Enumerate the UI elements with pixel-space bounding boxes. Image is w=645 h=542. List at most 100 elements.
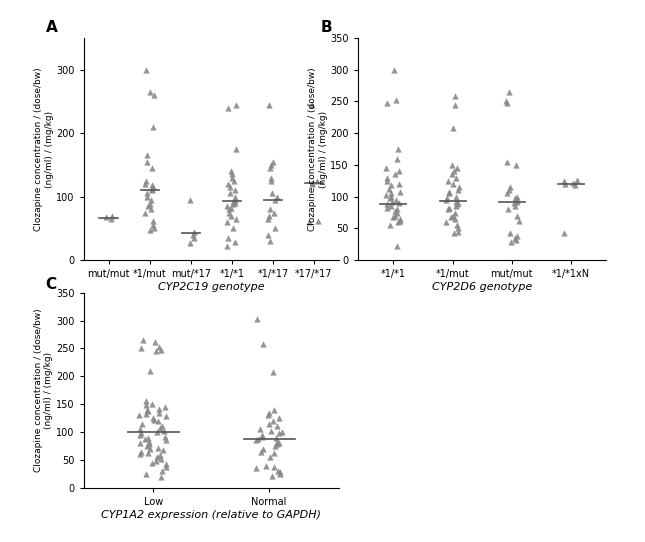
- Point: [146, 205, 157, 214]
- Point: [270, 224, 280, 233]
- Point: [148, 224, 159, 233]
- Point: [136, 447, 146, 456]
- Point: [392, 208, 402, 217]
- Point: [227, 170, 237, 179]
- Point: [452, 221, 462, 230]
- Point: [148, 416, 159, 424]
- Point: [141, 66, 152, 74]
- Point: [224, 189, 235, 198]
- Point: [451, 192, 461, 201]
- Point: [142, 157, 152, 166]
- Point: [272, 192, 282, 201]
- Point: [502, 157, 512, 166]
- Point: [384, 221, 395, 230]
- Point: [141, 401, 152, 410]
- Point: [504, 88, 514, 96]
- Point: [142, 189, 152, 198]
- Point: [141, 397, 152, 406]
- Text: C: C: [46, 277, 57, 292]
- Point: [257, 430, 268, 439]
- Point: [144, 438, 155, 447]
- Point: [264, 164, 275, 172]
- Point: [304, 218, 314, 227]
- Point: [263, 411, 273, 420]
- Point: [275, 469, 285, 478]
- Point: [512, 211, 522, 220]
- Point: [450, 202, 461, 210]
- Point: [268, 367, 279, 376]
- Point: [394, 179, 404, 188]
- Point: [231, 215, 241, 223]
- Point: [502, 189, 512, 198]
- Point: [443, 205, 453, 214]
- Point: [444, 204, 455, 212]
- Point: [393, 218, 403, 227]
- Point: [447, 160, 457, 169]
- Point: [263, 100, 273, 109]
- Point: [147, 164, 157, 172]
- Point: [143, 202, 154, 210]
- Point: [263, 230, 273, 239]
- Point: [510, 234, 521, 242]
- Point: [453, 224, 463, 233]
- Point: [386, 202, 396, 210]
- Point: [270, 196, 280, 204]
- Point: [572, 176, 582, 184]
- Point: [441, 196, 451, 204]
- Point: [135, 450, 146, 459]
- Point: [266, 471, 277, 480]
- Point: [222, 202, 232, 210]
- Point: [450, 92, 460, 101]
- Point: [264, 420, 274, 428]
- Point: [392, 242, 402, 250]
- Point: [270, 462, 280, 471]
- Point: [222, 242, 232, 250]
- Point: [450, 208, 460, 217]
- Point: [154, 343, 164, 352]
- Point: [140, 208, 150, 217]
- Point: [450, 215, 461, 223]
- Point: [135, 439, 145, 448]
- Point: [382, 98, 393, 107]
- Point: [141, 192, 152, 201]
- Point: [226, 204, 236, 212]
- Point: [135, 425, 145, 434]
- Point: [136, 344, 146, 353]
- Point: [154, 408, 164, 417]
- Point: [450, 167, 460, 176]
- Point: [161, 462, 172, 471]
- Point: [145, 225, 155, 234]
- Point: [145, 366, 155, 375]
- Y-axis label: Clozapine concentration / (dose/bw)
(ng/ml) / (mg/kg): Clozapine concentration / (dose/bw) (ng/…: [308, 67, 328, 231]
- Point: [454, 183, 464, 191]
- Point: [226, 173, 237, 182]
- Point: [264, 205, 275, 214]
- Point: [444, 189, 454, 198]
- Point: [273, 414, 284, 422]
- Point: [307, 100, 317, 109]
- Point: [188, 234, 199, 242]
- Point: [141, 177, 151, 185]
- Point: [160, 403, 170, 411]
- Point: [511, 192, 522, 201]
- Point: [147, 400, 157, 409]
- Point: [101, 212, 111, 221]
- Point: [269, 208, 279, 217]
- Point: [268, 449, 279, 457]
- Point: [441, 218, 451, 227]
- Point: [223, 104, 233, 112]
- Point: [141, 434, 151, 443]
- Point: [264, 211, 274, 220]
- Point: [106, 215, 116, 223]
- Point: [257, 432, 267, 441]
- Point: [270, 442, 281, 450]
- Point: [155, 423, 165, 432]
- Point: [148, 122, 158, 131]
- Point: [266, 427, 276, 435]
- Point: [226, 211, 236, 220]
- Point: [226, 167, 236, 176]
- Point: [266, 173, 276, 182]
- Point: [154, 404, 164, 413]
- Point: [313, 216, 323, 225]
- Point: [264, 408, 274, 417]
